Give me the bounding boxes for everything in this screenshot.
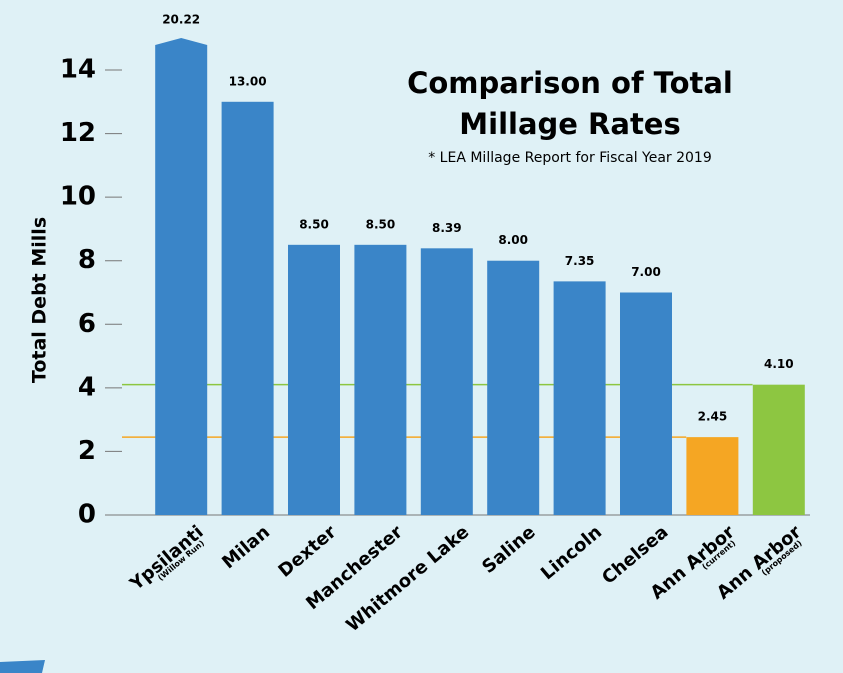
bar <box>221 101 274 516</box>
decoration <box>0 660 45 673</box>
value-label: 7.00 <box>631 265 661 279</box>
x-tick-label: Milan <box>218 522 274 574</box>
value-label: 2.45 <box>698 410 728 424</box>
bar <box>420 248 473 515</box>
y-tick-label: 6 <box>78 309 96 339</box>
chart-title: Millage Rates <box>459 107 680 141</box>
chart-subtitle: * LEA Millage Report for Fiscal Year 201… <box>428 150 712 166</box>
bars <box>155 38 805 516</box>
bar <box>686 437 739 515</box>
value-label: 4.10 <box>764 357 794 371</box>
value-label: 8.00 <box>498 233 528 247</box>
bar <box>752 384 805 515</box>
x-tick-label: Ypsilanti <box>125 522 207 596</box>
bar <box>288 244 340 516</box>
bar <box>487 260 540 515</box>
value-label: 8.50 <box>299 217 329 231</box>
value-label: 8.39 <box>432 221 462 235</box>
y-tick-label: 0 <box>78 500 96 530</box>
chart-title: Comparison of Total <box>407 66 733 100</box>
bar <box>354 244 407 516</box>
bar <box>620 292 672 515</box>
x-tick-label: Lincoln <box>537 522 606 585</box>
value-label: 13.00 <box>229 74 267 88</box>
y-axis-label: Total Debt Mills <box>29 217 51 383</box>
value-label: 20.22 <box>162 13 200 27</box>
bar <box>553 281 606 515</box>
bar <box>155 38 208 515</box>
y-tick-label: 2 <box>78 436 96 466</box>
y-tick-label: 4 <box>78 372 96 402</box>
y-tick-label: 10 <box>60 182 96 212</box>
value-label: 8.50 <box>366 217 396 231</box>
y-tick-label: 12 <box>60 118 96 148</box>
x-tick-label: Whitmore Lake <box>342 522 473 637</box>
y-tick-label: 8 <box>78 245 96 275</box>
y-tick-label: 14 <box>60 55 96 85</box>
value-label: 7.35 <box>565 254 595 268</box>
x-tick-label: Dexter <box>274 521 340 581</box>
x-tick-label: Saline <box>478 522 539 578</box>
